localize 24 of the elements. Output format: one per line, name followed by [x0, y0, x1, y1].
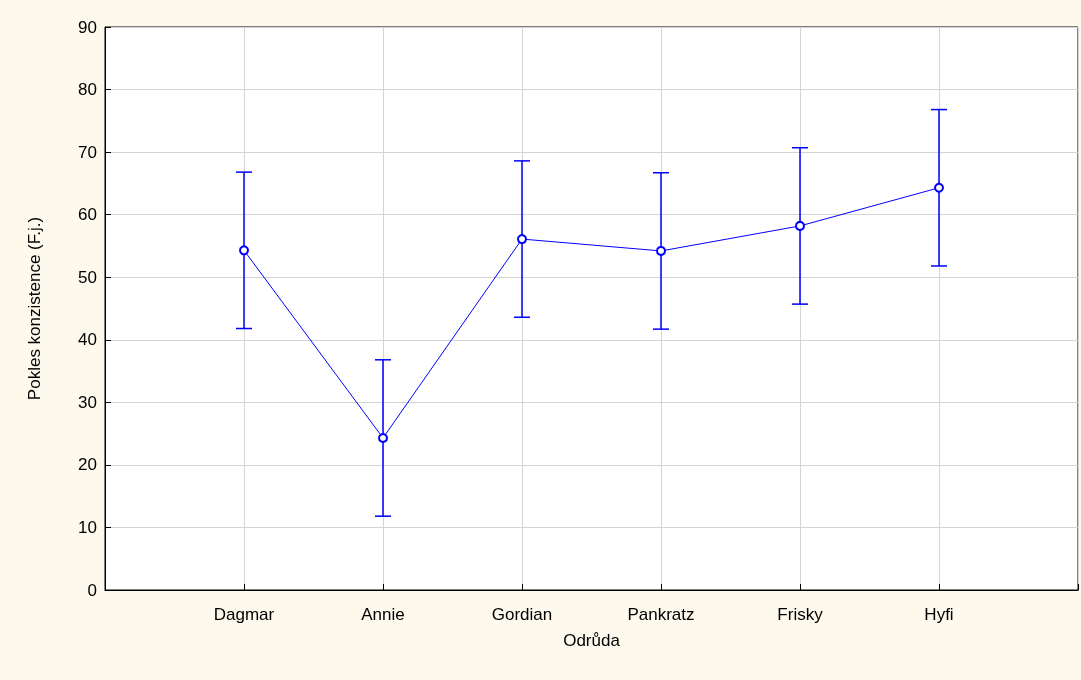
y-axis-title: Pokles konzistence (F.j.) [25, 216, 44, 401]
x-tick-label: Annie [361, 605, 405, 624]
y-tick-label: 20 [78, 455, 97, 475]
x-tick-label: Pankratz [627, 605, 695, 624]
point [378, 432, 388, 443]
y-tick-label: 0 [87, 580, 97, 600]
x-tick-label: Gordian [491, 605, 553, 624]
x-tick-label: Frisky [777, 605, 824, 624]
y-tick-label: 50 [78, 267, 97, 287]
x-tick-label: Hyfi [924, 605, 954, 624]
y-tick-label: 60 [78, 205, 97, 225]
y-tick-label: 40 [78, 330, 97, 350]
y-tick-label: 70 [78, 142, 97, 162]
y-tick-label: 30 [78, 392, 97, 412]
point [934, 182, 944, 193]
y-tick-label: 90 [78, 17, 97, 37]
y-tick-label: 10 [78, 517, 97, 537]
point [656, 245, 666, 256]
point [795, 220, 805, 231]
point [517, 234, 527, 245]
point [239, 245, 249, 256]
y-tick-label: 80 [78, 80, 97, 100]
x-axis-title: Odrůda [563, 631, 621, 650]
x-tick-label: Dagmar [213, 605, 275, 624]
